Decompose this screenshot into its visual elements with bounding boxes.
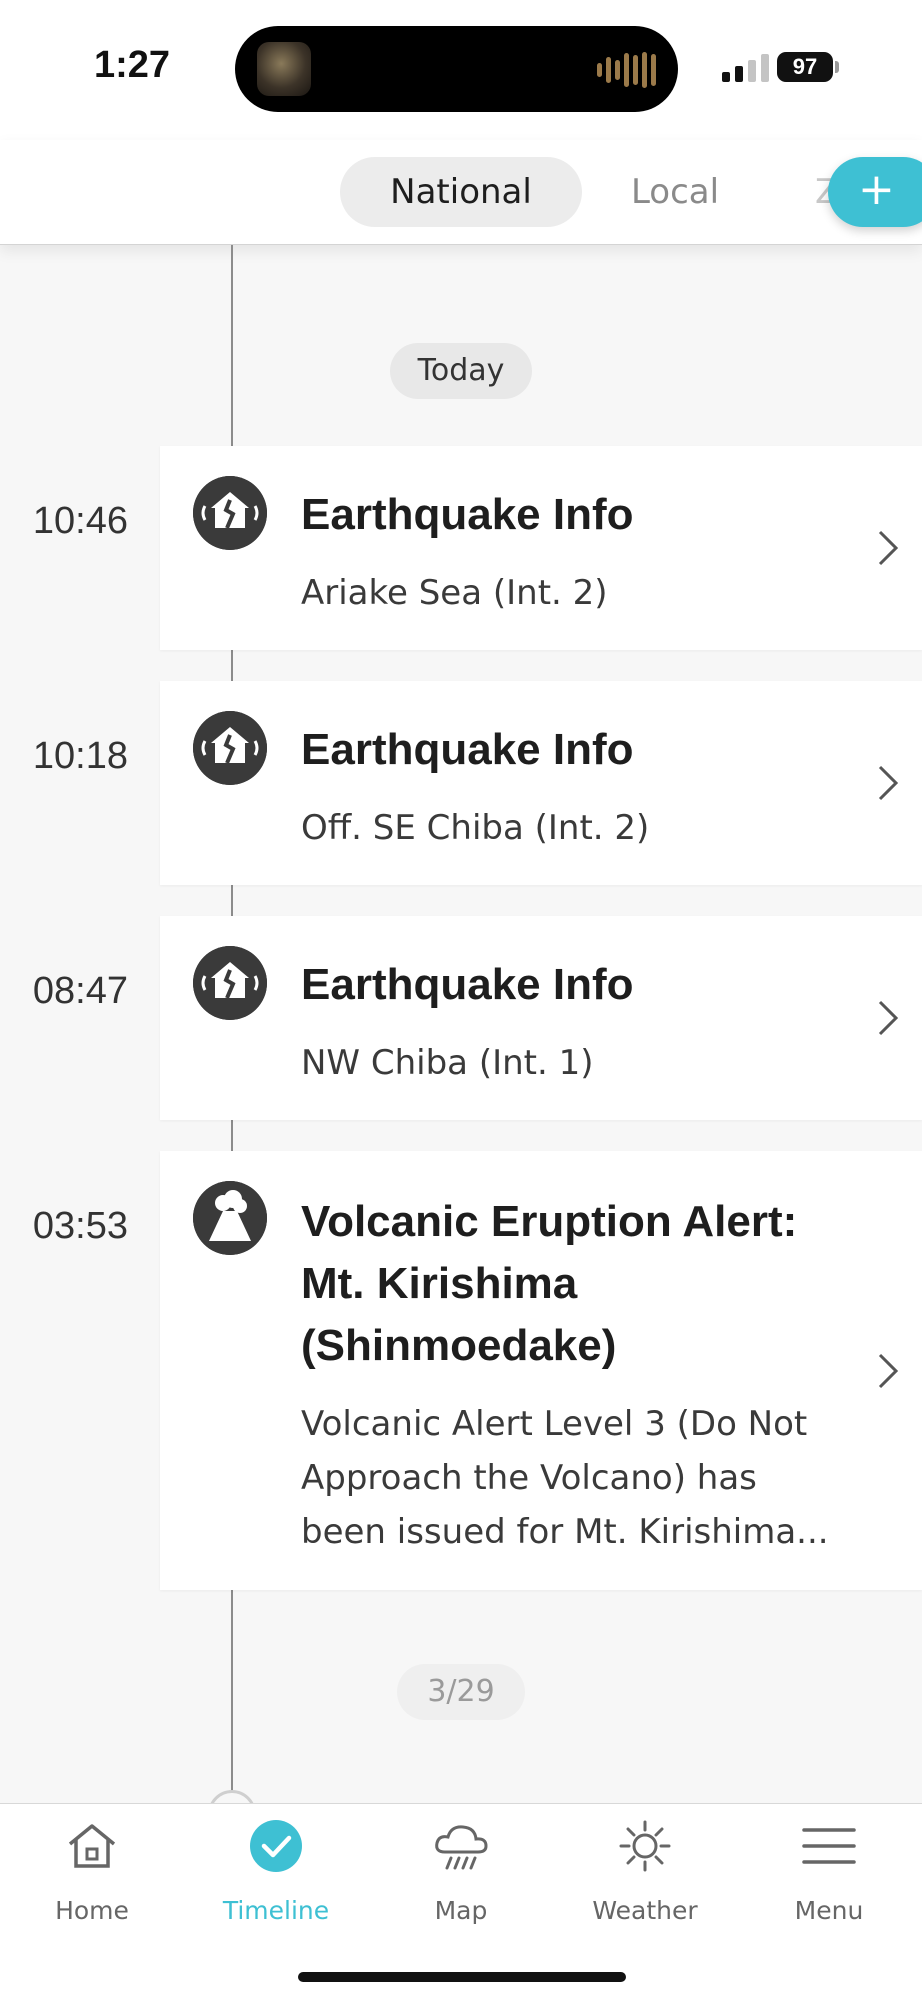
chevron-right-icon: [872, 1351, 902, 1391]
nav-weather[interactable]: Weather: [565, 1804, 725, 1944]
card-subtitle: Off. SE Chiba (Int. 2): [301, 808, 650, 848]
nav-home[interactable]: Home: [12, 1804, 172, 1944]
nav-timeline[interactable]: Timeline: [196, 1804, 356, 1944]
earthquake-icon: [193, 711, 267, 785]
dynamic-island[interactable]: [235, 26, 678, 112]
nav-label: Timeline: [222, 1896, 330, 1925]
earthquake-icon: [193, 476, 267, 550]
nav-label: Menu: [794, 1896, 864, 1925]
timeline-card-volcano[interactable]: Volcanic Eruption Alert: Mt. Kirishima (…: [160, 1151, 922, 1590]
status-bar: 1:27 97: [0, 0, 922, 140]
sun-icon: [615, 1816, 675, 1876]
tab-national[interactable]: National: [340, 157, 582, 227]
home-icon: [62, 1816, 122, 1876]
add-tab-button[interactable]: +: [828, 157, 922, 227]
card-subtitle: NW Chiba (Int. 1): [301, 1043, 594, 1083]
chevron-right-icon: [872, 998, 902, 1038]
audio-waveform-icon: [597, 52, 656, 88]
rain-cloud-icon: [431, 1816, 491, 1876]
tab-bar: National Local Z +: [0, 140, 922, 245]
home-indicator[interactable]: [298, 1972, 626, 1982]
timeline-card-earthquake[interactable]: Earthquake Info Off. SE Chiba (Int. 2): [160, 681, 922, 885]
battery-tip: [835, 61, 839, 73]
earthquake-icon: [193, 946, 267, 1020]
entry-time: 03:53: [32, 1205, 128, 1247]
nav-label: Map: [434, 1896, 488, 1925]
bottom-navigation: Home Timeline Map Weather: [0, 1803, 922, 2000]
entry-time: 08:47: [32, 970, 128, 1012]
entry-time: 10:46: [32, 500, 128, 542]
nav-menu[interactable]: Menu: [749, 1804, 909, 1944]
card-subtitle-line: been issued for Mt. Kirishima...: [301, 1512, 829, 1552]
card-title-line: Mt. Kirishima: [301, 1259, 578, 1308]
timeline-card-earthquake[interactable]: Earthquake Info Ariake Sea (Int. 2): [160, 446, 922, 650]
card-subtitle-line: Approach the Volcano) has: [301, 1458, 757, 1498]
card-title: Volcanic Eruption Alert: Mt. Kirishima (…: [301, 1191, 841, 1377]
status-time: 1:27: [94, 44, 171, 86]
check-circle-icon: [246, 1816, 306, 1876]
date-pill-today: Today: [390, 343, 532, 399]
menu-icon: [799, 1816, 859, 1876]
chevron-right-icon: [872, 528, 902, 568]
card-title: Earthquake Info: [301, 490, 634, 539]
tab-local[interactable]: Local: [630, 172, 720, 212]
now-playing-artwork: [257, 42, 311, 96]
card-subtitle: Volcanic Alert Level 3 (Do Not Approach …: [301, 1397, 841, 1559]
battery-indicator: 97: [777, 52, 833, 82]
card-subtitle-line: Volcanic Alert Level 3 (Do Not: [301, 1404, 808, 1444]
entry-time: 10:18: [32, 735, 128, 777]
nav-map[interactable]: Map: [381, 1804, 541, 1944]
card-title-line: (Shinmoedake): [301, 1321, 617, 1370]
nav-label: Weather: [592, 1896, 698, 1925]
card-title: Earthquake Info: [301, 960, 634, 1009]
date-pill-3-29: 3/29: [397, 1664, 525, 1720]
card-title: Earthquake Info: [301, 725, 634, 774]
card-title-line: Volcanic Eruption Alert:: [301, 1197, 798, 1246]
nav-label: Home: [55, 1896, 129, 1925]
card-subtitle: Ariake Sea (Int. 2): [301, 573, 608, 613]
volcano-icon: [193, 1181, 267, 1255]
chevron-right-icon: [872, 763, 902, 803]
timeline-card-earthquake[interactable]: Earthquake Info NW Chiba (Int. 1): [160, 916, 922, 1120]
cellular-signal-icon: [722, 52, 769, 82]
